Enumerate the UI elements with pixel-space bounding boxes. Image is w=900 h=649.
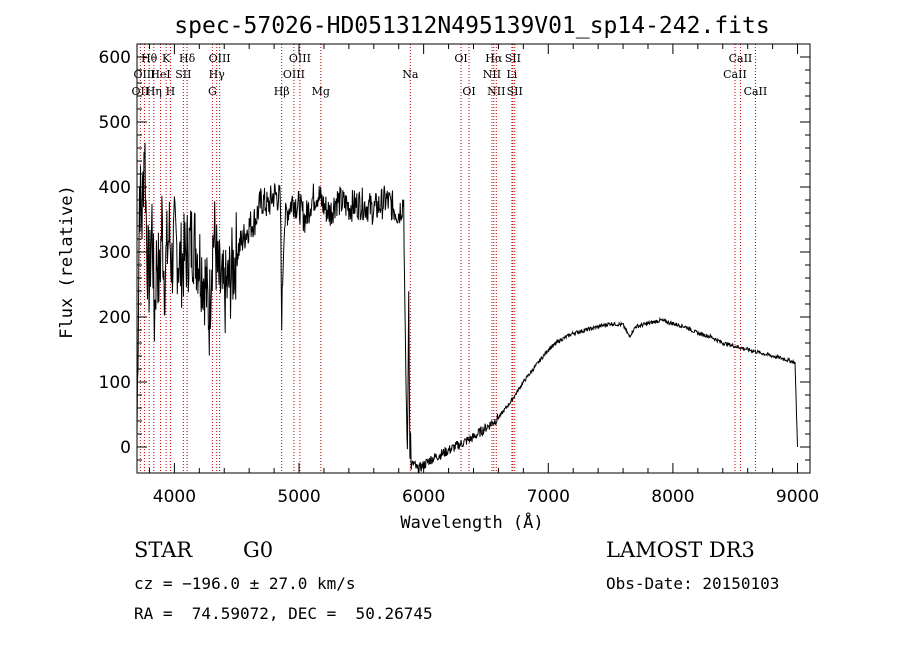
line-marker-label-20: NII <box>483 68 501 81</box>
line-marker-label-8: Hδ <box>179 52 196 65</box>
y-axis-ticks: 0 100 200 300 400 500 600 <box>99 43 810 461</box>
x-tick-label: 9000 <box>776 487 819 507</box>
chart-title: spec-57026-HD051312N495139V01_sp14-242.f… <box>174 13 769 39</box>
spectral-line-markers <box>139 44 756 473</box>
line-marker-label-3: Hη <box>146 85 162 98</box>
line-marker-label-6: H <box>166 85 176 98</box>
y-axis-label: Flux (relative) <box>57 185 77 339</box>
y-tick-label: 400 <box>99 178 131 198</box>
flux-series-line <box>136 142 798 474</box>
y-tick-label: 200 <box>99 308 131 328</box>
line-marker-label-24: SII <box>507 85 523 98</box>
line-marker-label-1: Hθ <box>141 52 158 65</box>
survey-name: LAMOST DR3 <box>606 538 755 562</box>
line-marker-label-21: NII <box>487 85 505 98</box>
line-marker-label-11: G <box>208 85 217 98</box>
x-tick-label: 5000 <box>277 487 320 507</box>
object-subclass: G0 <box>243 538 274 562</box>
line-marker-label-19: Hα <box>485 52 503 65</box>
object-class: STAR <box>134 538 193 562</box>
line-marker-label-22: SII <box>505 52 521 65</box>
y-tick-label: 500 <box>99 113 131 133</box>
x-tick-label: 6000 <box>402 487 445 507</box>
coordinates: RA = 74.59072, DEC = 50.26745 <box>134 604 433 623</box>
line-marker-label-16: Na <box>402 68 419 81</box>
line-marker-label-23: Li <box>506 68 517 81</box>
line-marker-label-15: Mg <box>312 85 330 98</box>
line-marker-label-5: K <box>162 52 171 65</box>
obs-date: Obs-Date: 20150103 <box>606 574 780 593</box>
line-marker-label-13: OIII <box>289 52 311 65</box>
line-marker-label-25: CaII <box>723 68 747 81</box>
spectral-line-labels: OII Hθ OIII Hη HeI K H SII Hδ OIII Hγ G Hβ OIII OIII Mg… <box>132 52 768 98</box>
y-tick-label: 100 <box>99 373 131 393</box>
line-marker-label-9: OIII <box>209 52 231 65</box>
redshift-cz: cz = −196.0 ± 27.0 km/s <box>134 574 356 593</box>
line-marker-label-17: OI <box>454 52 467 65</box>
x-tick-label: 4000 <box>153 487 196 507</box>
line-marker-label-2: OIII <box>133 68 155 81</box>
line-marker-label-10: Hγ <box>209 68 226 81</box>
y-tick-label: 600 <box>99 48 131 68</box>
line-marker-label-4: HeI <box>150 68 170 81</box>
line-marker-label-14: OIII <box>283 68 305 81</box>
y-tick-label: 0 <box>120 438 131 458</box>
line-marker-label-26: CaII <box>729 52 753 65</box>
x-axis-label: Wavelength (Å) <box>400 511 543 533</box>
line-marker-label-0: OII <box>132 85 150 98</box>
y-tick-label: 300 <box>99 243 131 263</box>
line-marker-label-27: CaII <box>744 85 768 98</box>
x-tick-label: 7000 <box>527 487 570 507</box>
x-axis-ticks: 4000 5000 6000 7000 8000 9000 <box>148 44 819 507</box>
line-marker-label-7: SII <box>175 68 191 81</box>
x-tick-label: 8000 <box>651 487 694 507</box>
line-marker-label-18: OI <box>462 85 475 98</box>
line-marker-label-12: Hβ <box>274 85 290 98</box>
